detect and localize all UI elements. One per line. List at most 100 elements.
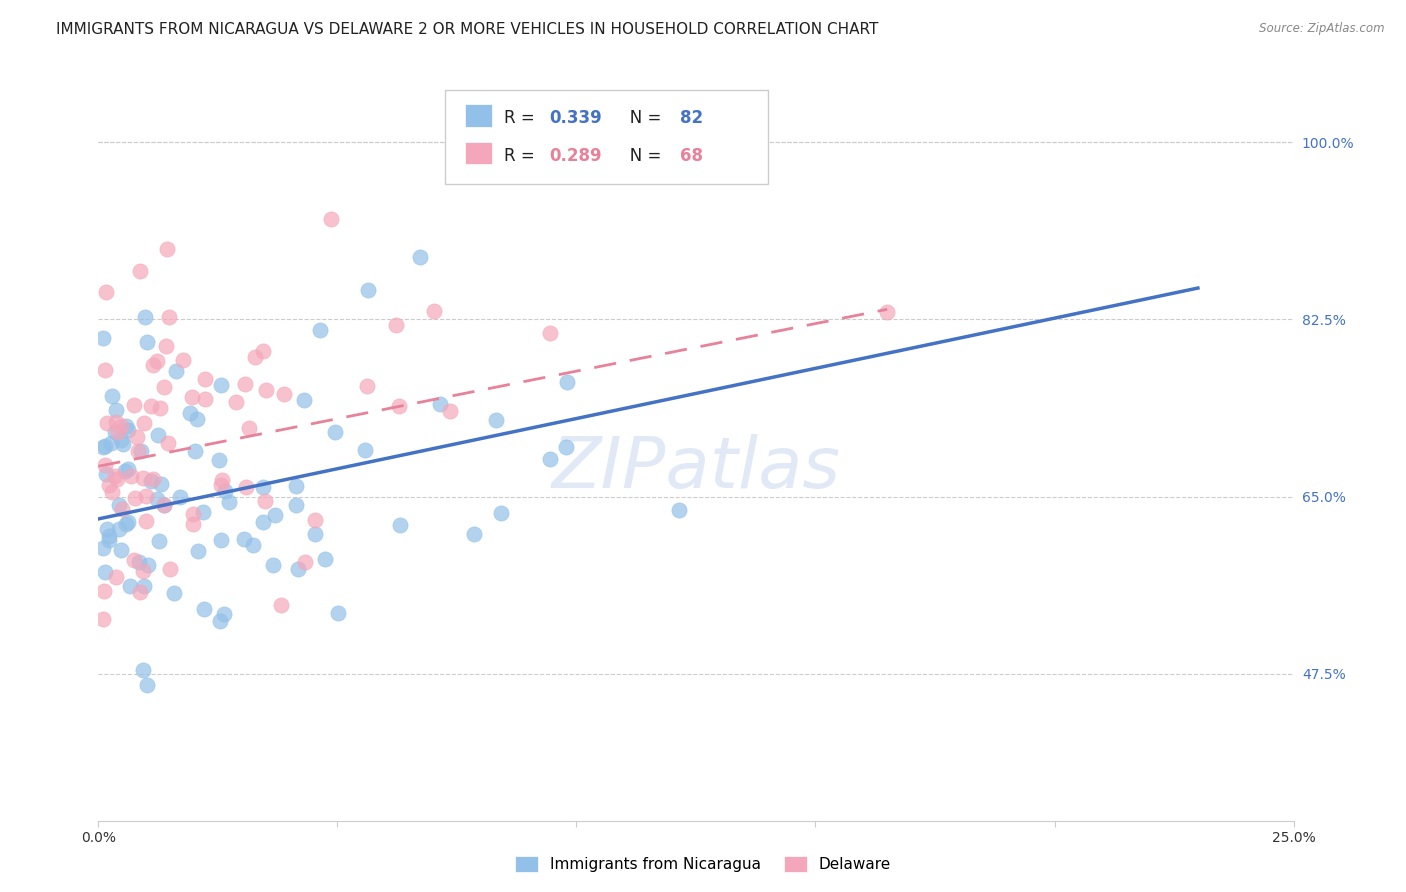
- Point: [409, 250, 432, 264]
- Point: [165, 364, 187, 378]
- Point: [105, 415, 128, 429]
- Point: [252, 480, 274, 494]
- Point: [96, 467, 118, 482]
- Point: [463, 526, 485, 541]
- Text: N =: N =: [613, 110, 666, 128]
- Point: [96, 416, 118, 430]
- Point: [326, 606, 349, 620]
- Point: [294, 555, 316, 569]
- Point: [148, 401, 170, 415]
- Point: [179, 406, 201, 420]
- Point: [252, 516, 274, 530]
- Point: [225, 395, 247, 409]
- Point: [429, 397, 451, 411]
- Text: 0.339: 0.339: [548, 110, 602, 128]
- Point: [304, 513, 326, 527]
- Point: [153, 380, 176, 394]
- Point: [114, 516, 136, 531]
- Point: [134, 310, 156, 325]
- Point: [218, 494, 240, 508]
- Point: [356, 379, 378, 393]
- Point: [124, 491, 146, 506]
- Point: [207, 453, 229, 467]
- FancyBboxPatch shape: [465, 142, 492, 164]
- Legend: Immigrants from Nicaragua, Delaware: Immigrants from Nicaragua, Delaware: [508, 848, 898, 880]
- Text: IMMIGRANTS FROM NICARAGUA VS DELAWARE 2 OR MORE VEHICLES IN HOUSEHOLD CORRELATIO: IMMIGRANTS FROM NICARAGUA VS DELAWARE 2 …: [56, 22, 879, 37]
- Point: [388, 517, 411, 532]
- Point: [104, 569, 127, 583]
- Point: [194, 392, 217, 407]
- Point: [242, 538, 264, 552]
- Point: [146, 428, 169, 442]
- Text: Source: ZipAtlas.com: Source: ZipAtlas.com: [1260, 22, 1385, 36]
- Point: [314, 552, 336, 566]
- Point: [100, 436, 122, 450]
- Point: [254, 384, 277, 398]
- Point: [94, 438, 117, 452]
- Point: [110, 501, 132, 516]
- Point: [128, 585, 150, 599]
- Text: 68: 68: [681, 147, 703, 165]
- Point: [155, 339, 177, 353]
- Point: [136, 678, 159, 692]
- Point: [292, 393, 315, 408]
- Point: [97, 533, 120, 547]
- Point: [253, 494, 276, 508]
- Point: [142, 358, 165, 372]
- Point: [117, 423, 139, 437]
- Point: [243, 350, 266, 364]
- Point: [209, 533, 232, 547]
- Point: [270, 598, 292, 612]
- Point: [93, 565, 115, 579]
- Point: [101, 389, 124, 403]
- Point: [153, 498, 176, 512]
- Point: [145, 353, 167, 368]
- Point: [91, 440, 114, 454]
- Point: [172, 352, 194, 367]
- Point: [132, 471, 155, 485]
- Point: [235, 480, 257, 494]
- Point: [191, 504, 214, 518]
- Point: [263, 508, 285, 522]
- Point: [212, 607, 235, 621]
- Point: [93, 584, 115, 599]
- Point: [117, 515, 139, 529]
- Point: [91, 331, 114, 345]
- Point: [262, 558, 284, 573]
- Point: [136, 335, 159, 350]
- Point: [491, 507, 513, 521]
- Point: [101, 484, 124, 499]
- Point: [209, 377, 232, 392]
- Point: [120, 469, 142, 483]
- Point: [110, 434, 132, 448]
- Point: [187, 544, 209, 558]
- Point: [159, 561, 181, 575]
- Point: [273, 386, 295, 401]
- Point: [94, 458, 117, 472]
- Point: [186, 412, 208, 426]
- Point: [91, 612, 114, 626]
- Point: [150, 476, 173, 491]
- Point: [122, 398, 145, 412]
- Point: [287, 562, 309, 576]
- Point: [104, 403, 127, 417]
- Point: [134, 416, 156, 430]
- Point: [131, 564, 153, 578]
- Point: [148, 533, 170, 548]
- Point: [134, 579, 156, 593]
- Point: [129, 264, 152, 278]
- Point: [211, 473, 233, 487]
- Point: [323, 425, 346, 439]
- Point: [107, 498, 129, 512]
- Point: [110, 419, 132, 434]
- Point: [93, 363, 115, 377]
- Point: [321, 212, 343, 227]
- Point: [122, 552, 145, 566]
- Text: 0.289: 0.289: [548, 147, 602, 165]
- Text: R =: R =: [503, 147, 540, 165]
- Point: [423, 304, 446, 318]
- Point: [209, 615, 232, 629]
- Point: [485, 413, 508, 427]
- Point: [96, 522, 118, 536]
- Point: [163, 586, 186, 600]
